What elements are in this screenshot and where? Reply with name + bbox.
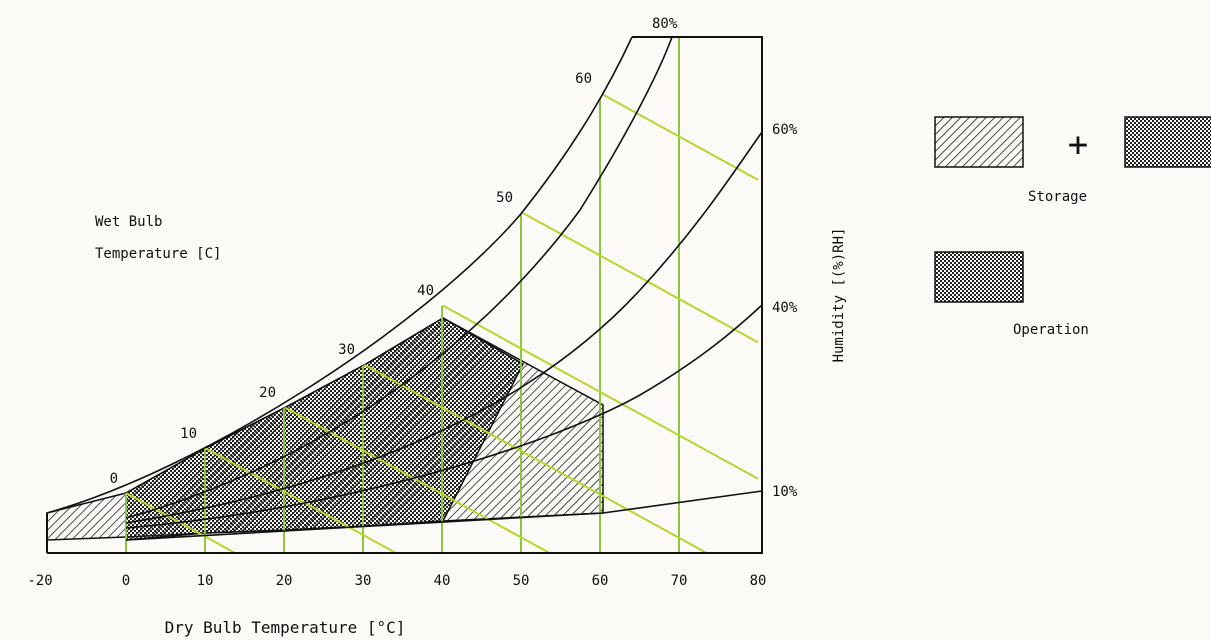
- humidity-curve-100: [46, 36, 633, 514]
- x-tick-labels: -20 0 10 20 30 40 50 60 70 80: [27, 573, 766, 589]
- legend-storage-check-swatch: [1124, 116, 1211, 168]
- y-axis-label: Humidity [(%)RH]: [831, 228, 847, 363]
- wet-bulb-tick-10: 10: [180, 426, 197, 442]
- wet-bulb-line-60: [599, 92, 759, 181]
- legend-plus: +: [1068, 125, 1088, 165]
- legend: + Storage Operation: [934, 116, 1211, 338]
- x-tick-50: 50: [513, 573, 530, 589]
- wet-bulb-tick-50: 50: [496, 190, 513, 206]
- legend-storage-hatch-swatch: [934, 116, 1024, 168]
- wet-bulb-label-line2: Temperature [C]: [95, 246, 221, 262]
- humidity-label-40: 40%: [772, 300, 798, 316]
- wet-bulb-line-40: [441, 304, 759, 480]
- humidity-labels: 10% 40% 60% 80%: [652, 16, 798, 500]
- x-tick-0: 0: [122, 573, 130, 589]
- humidity-curves: [46, 36, 763, 541]
- x-tick-60: 60: [592, 573, 609, 589]
- x-tick--20: -20: [27, 573, 52, 589]
- humidity-curve-60: [125, 131, 763, 524]
- legend-operation-swatch: [934, 251, 1024, 303]
- chart-frame: [46, 36, 763, 554]
- wet-bulb-line-0: [125, 492, 269, 553]
- wet-bulb-label-line1: Wet Bulb: [95, 214, 162, 230]
- x-tick-80: 80: [750, 573, 767, 589]
- x-tick-30: 30: [355, 573, 372, 589]
- humidity-label-10: 10%: [772, 484, 798, 500]
- wet-bulb-line-10: [204, 447, 403, 553]
- x-tick-70: 70: [671, 573, 688, 589]
- wet-bulb-tick-40: 40: [417, 283, 434, 299]
- humidity-label-60: 60%: [772, 122, 798, 138]
- humidity-curve-40: [125, 304, 763, 529]
- wet-bulb-lines: [125, 92, 759, 553]
- humidity-label-80: 80%: [652, 16, 678, 32]
- legend-operation-label: Operation: [1013, 322, 1089, 338]
- wet-bulb-tick-30: 30: [338, 342, 355, 358]
- wet-bulb-tick-20: 20: [259, 385, 276, 401]
- wet-bulb-tick-0: 0: [110, 471, 118, 487]
- humidity-curve-10: [125, 490, 763, 541]
- wet-bulb-line-30: [362, 363, 759, 553]
- humidity-curve-80: [125, 36, 673, 519]
- legend-storage-label: Storage: [1028, 189, 1087, 205]
- wet-bulb-line-50: [520, 211, 759, 344]
- x-tick-10: 10: [197, 573, 214, 589]
- x-tick-40: 40: [434, 573, 451, 589]
- x-tick-20: 20: [276, 573, 293, 589]
- x-axis-label: Dry Bulb Temperature [°C]: [165, 618, 406, 637]
- wet-bulb-labels: 0 10 20 30 40 50 60: [110, 71, 592, 487]
- wet-bulb-tick-60: 60: [575, 71, 592, 87]
- wet-bulb-line-20: [283, 406, 569, 553]
